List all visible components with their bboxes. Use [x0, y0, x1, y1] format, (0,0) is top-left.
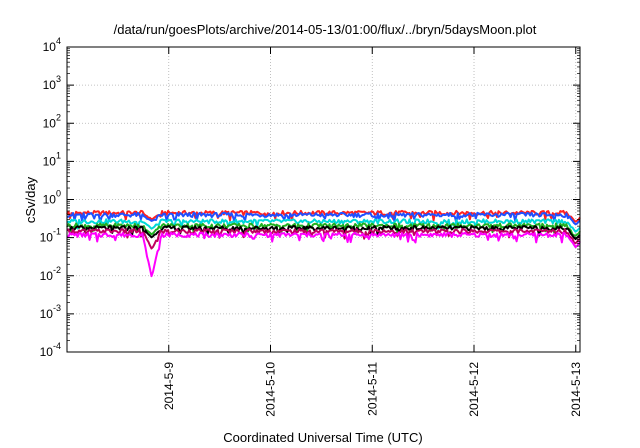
- y-tick-label: 102: [43, 112, 61, 130]
- x-tick-label: 2014-5-13: [569, 362, 583, 417]
- series-line: [66, 218, 581, 233]
- series-line: [66, 222, 581, 237]
- series-line: [66, 231, 581, 278]
- y-tick-label: 10-2: [40, 265, 61, 283]
- series-line: [66, 225, 581, 241]
- series-line: [66, 228, 581, 250]
- x-axis-label: Coordinated Universal Time (UTC): [223, 430, 422, 445]
- x-tick-label: 2014-5-11: [365, 362, 379, 416]
- chart-title: /data/run/goesPlots/archive/2014-05-13/0…: [114, 22, 537, 37]
- y-tick-label: 103: [43, 74, 61, 92]
- x-tick-label: 2014-5-9: [162, 362, 176, 410]
- y-tick-label: 10-1: [40, 227, 61, 245]
- y-tick-labels: 10-4 10-3 10-2 10-1 100 101 102 103 104: [40, 36, 61, 359]
- x-tick-labels: 2014-5-9 2014-5-10 2014-5-11 2014-5-12 2014-…: [162, 362, 583, 417]
- plot-frame: [66, 46, 581, 353]
- y-tick-label: 100: [43, 189, 61, 207]
- y-axis-label: cSv/day: [23, 176, 38, 223]
- x-tick-label: 2014-5-12: [467, 362, 481, 417]
- y-tick-label: 10-4: [40, 341, 61, 359]
- ticks: [67, 46, 580, 353]
- y-tick-label: 10-3: [40, 303, 61, 321]
- grid: [67, 47, 580, 352]
- y-tick-label: 101: [43, 150, 61, 168]
- x-tick-label: 2014-5-10: [264, 362, 278, 417]
- series-line: [66, 211, 581, 226]
- series-layer: [66, 209, 581, 278]
- y-tick-label: 104: [43, 36, 61, 54]
